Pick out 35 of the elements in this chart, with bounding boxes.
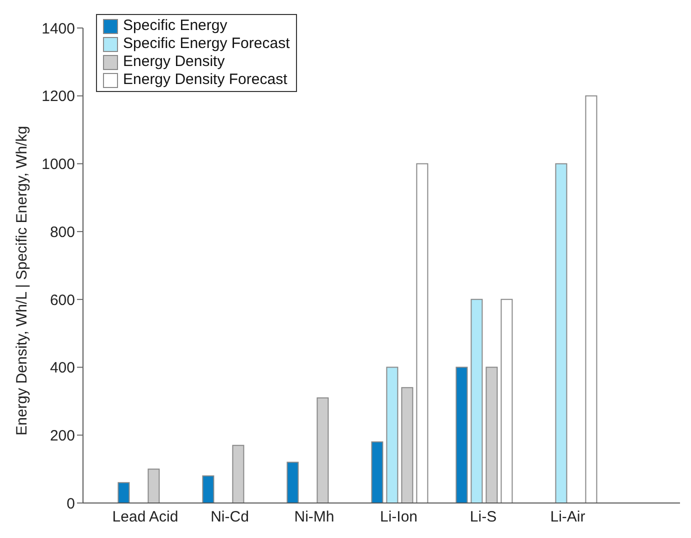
y-tick-label: 200 bbox=[50, 427, 75, 444]
bar bbox=[401, 387, 414, 503]
y-tick-label: 400 bbox=[50, 360, 75, 377]
bar bbox=[286, 462, 299, 503]
bar bbox=[416, 163, 428, 503]
bar bbox=[456, 366, 468, 503]
legend-label: Energy Density Forecast bbox=[123, 71, 288, 89]
x-tick-label: Li-Ion bbox=[380, 508, 418, 526]
legend-label: Energy Density bbox=[123, 53, 225, 71]
x-tick-label: Ni-Cd bbox=[210, 508, 249, 526]
y-tick-label: 0 bbox=[66, 495, 75, 512]
y-tick-label: 1400 bbox=[42, 20, 75, 38]
y-tick-label: 1200 bbox=[42, 88, 75, 106]
legend-label: Specific Energy bbox=[123, 17, 228, 35]
bar bbox=[202, 475, 214, 503]
bar bbox=[470, 298, 483, 503]
x-tick-label: Ni-Mh bbox=[294, 508, 334, 526]
y-tick-label: 600 bbox=[50, 292, 75, 309]
bar bbox=[371, 441, 384, 503]
x-tick-label: Lead Acid bbox=[112, 508, 178, 526]
x-tick-label: Li-Air bbox=[550, 508, 586, 526]
y-tick-label: 800 bbox=[50, 224, 75, 241]
bar bbox=[555, 163, 568, 503]
x-tick-label: Li-S bbox=[470, 508, 497, 526]
bar bbox=[386, 366, 398, 503]
bar bbox=[148, 468, 160, 503]
bar bbox=[316, 397, 329, 503]
bar bbox=[486, 366, 498, 503]
bar bbox=[232, 444, 244, 503]
y-tick-label: 1000 bbox=[42, 156, 75, 174]
bar bbox=[500, 298, 513, 503]
bar bbox=[118, 482, 130, 503]
bar bbox=[585, 95, 598, 503]
y-axis-title: Energy Density, Wh/L | Specific Energy, Wh/kg bbox=[13, 126, 30, 436]
legend-label: Specific Energy Forecast bbox=[123, 35, 290, 53]
